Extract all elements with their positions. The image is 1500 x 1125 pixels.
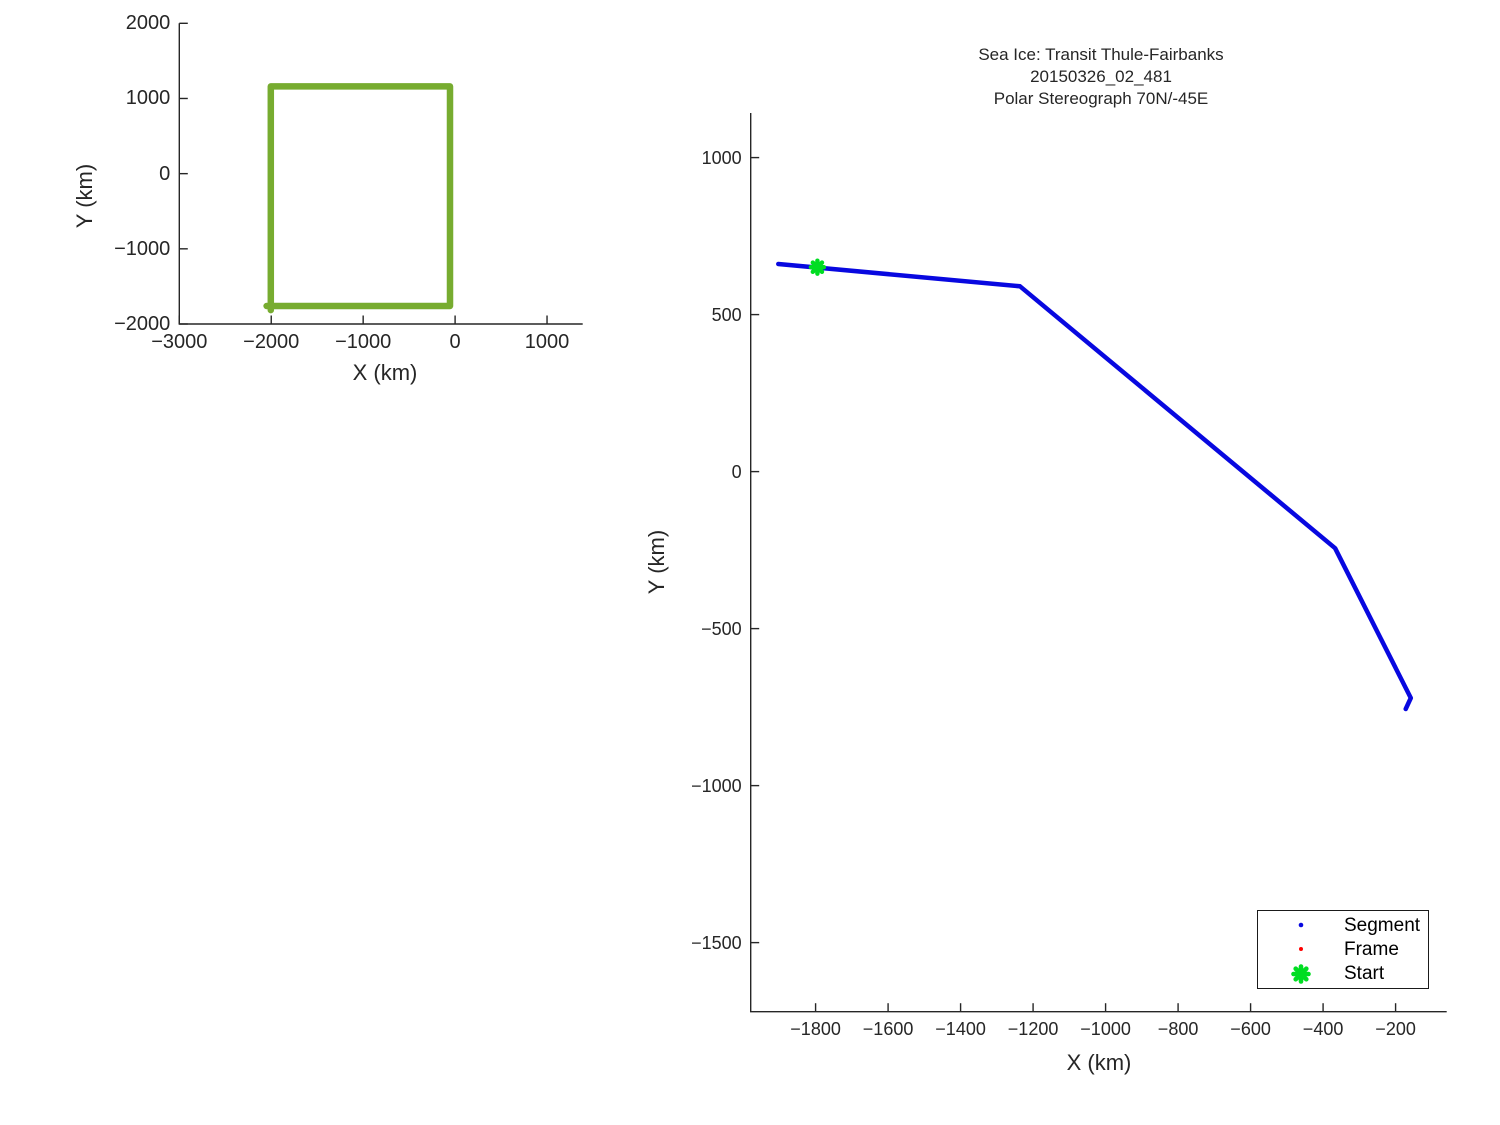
flight-box-outline	[263, 83, 454, 314]
right-plot-ylabel: Y (km)	[644, 529, 669, 595]
segment-dot-icon	[1258, 915, 1344, 935]
frame-dot-icon	[1258, 939, 1344, 959]
start-star-icon	[1258, 963, 1344, 985]
legend-label-segment: Segment	[1344, 914, 1421, 936]
left-plot-ylabel: Y (km)	[72, 163, 97, 229]
segment-track	[776, 261, 1414, 712]
legend-item-start: Start	[1258, 962, 1428, 986]
legend-label-frame: Frame	[1344, 938, 1399, 960]
legend-item-frame: Frame	[1258, 937, 1428, 961]
start-marker	[808, 258, 827, 276]
legend-label-start: Start	[1344, 963, 1385, 985]
title-line-1: Sea Ice: Transit Thule-Fairbanks	[978, 45, 1224, 64]
legend-item-segment: Segment	[1258, 913, 1428, 937]
right-plot-xlabel: X (km)	[1066, 1050, 1132, 1075]
title-line-2: 20150326_02_481	[1030, 67, 1172, 86]
title-line-3: Polar Stereograph 70N/-45E	[993, 89, 1209, 108]
legend-box: Segment Frame Start	[1257, 910, 1429, 989]
left-plot-xlabel: X (km)	[352, 360, 418, 385]
right-plot-title: Sea Ice: Transit Thule-Fairbanks 2015032…	[753, 44, 1449, 110]
